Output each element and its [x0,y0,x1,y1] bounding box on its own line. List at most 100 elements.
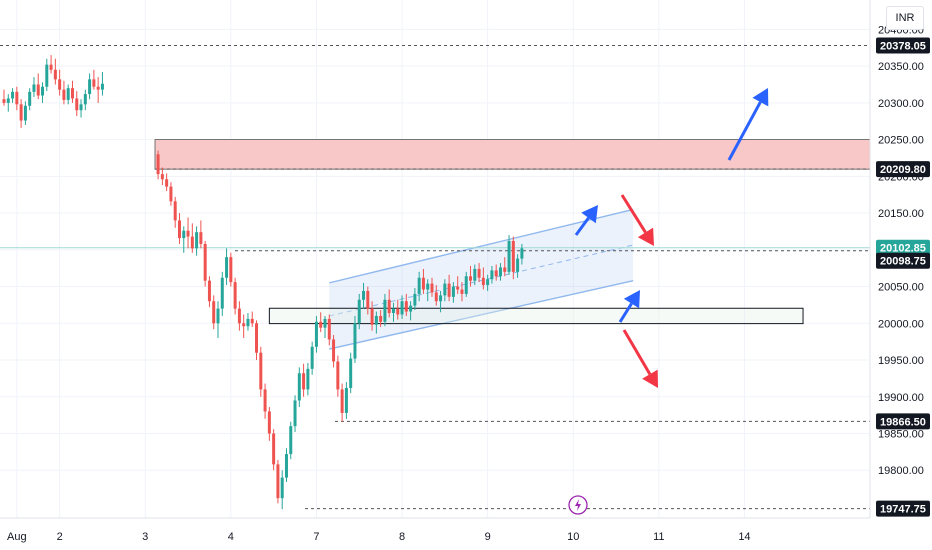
candle-body [207,280,211,302]
candle-body [66,88,70,100]
date-tick-label: 4 [228,531,234,543]
candle-body [404,301,408,312]
candle-body [6,98,10,103]
price-level-tag-label: 20098.75 [880,256,926,268]
price-level-tag [876,252,930,269]
price-level-tag-label: 19747.75 [880,504,926,516]
candle-body [195,232,199,249]
candle-body [169,186,173,202]
candle-body [327,318,331,340]
candle-body [490,270,494,280]
candle-body [417,277,421,294]
candle-body [439,295,443,302]
candle-body [387,299,391,314]
candle-body [156,154,160,175]
candle-body [272,433,276,465]
channel-mid-line [329,244,634,317]
arrow-up-breakout [727,88,769,161]
supply-zone [154,139,871,170]
candle-body [464,276,468,294]
candle-body [19,104,23,121]
candle-body [379,315,383,322]
candle-body [443,283,447,296]
candle-body [481,277,485,286]
candle-body [409,305,413,312]
price-level-tag-label: 20209.80 [880,164,926,176]
candle-body [460,289,464,294]
candle-body [237,308,241,324]
candle-body [293,400,297,427]
candle-body [88,79,92,95]
candle-body [182,230,186,239]
date-tick-label: 11 [653,531,664,543]
candle-body [15,91,19,105]
candle-body [391,308,395,314]
candle-body [302,373,306,390]
price-tick-label: 20250.00 [878,135,924,147]
price-level-tag [876,161,930,178]
candle-body [199,232,203,244]
price-tick-label: 20050.00 [878,282,924,294]
candle-body [400,301,404,315]
candle-body [374,315,378,325]
trend-channel [329,209,634,350]
candle-body [280,477,284,499]
candle-body [2,99,6,103]
candle-body [477,268,481,278]
candle-body [75,98,79,111]
candle-body [165,179,169,187]
candle-body [413,293,417,306]
price-tick-label: 20000.00 [878,318,924,330]
candle-body [58,79,62,90]
date-tick-label: 2 [57,531,63,543]
candle-body [242,323,246,327]
candle-body [79,104,83,111]
arrow-down-support [622,329,658,388]
price-level-tag-label: 19866.50 [880,416,926,428]
candle-body [203,243,207,281]
candle-body [353,323,357,359]
candle-body [229,257,233,283]
channel-upper-line [329,208,634,284]
candle-body [473,268,477,281]
date-tick-label: 3 [142,531,148,543]
price-level-tag [876,37,930,54]
candle-body [396,308,400,315]
candle-body [186,230,190,237]
date-tick-label: Aug [7,531,27,543]
candle-body [36,84,40,96]
candle-body [11,91,15,99]
candle-body [96,86,100,90]
candle-body [451,286,455,297]
candle-body [246,318,250,327]
candle-body [220,277,224,309]
candle-body [362,290,366,300]
candle-body [284,454,288,478]
candle-body [83,94,87,105]
candle-body [233,282,237,309]
arrow-down-channel [620,194,654,246]
candle-body [212,301,216,324]
currency-selector[interactable]: INR [886,6,924,30]
candle-body [92,79,96,87]
price-tick-label: 19850.00 [878,429,924,441]
candle-body [421,277,425,290]
candle-body [160,174,164,180]
arrow-up-channel [574,205,598,236]
price-level-tag [876,500,930,517]
candle-body [255,323,259,353]
arrow-up-support [618,290,640,323]
candle-body [314,321,318,347]
candle-body [216,308,220,324]
candle-body [344,387,348,413]
candle-body [494,270,498,277]
candle-body [383,299,387,322]
candle-body [469,276,473,281]
candle-body [45,64,49,87]
candle-body [263,389,267,412]
candle-body [511,240,515,272]
candle-body [225,257,229,278]
price-level-tag [876,239,930,256]
channel-lower-line [329,279,634,350]
